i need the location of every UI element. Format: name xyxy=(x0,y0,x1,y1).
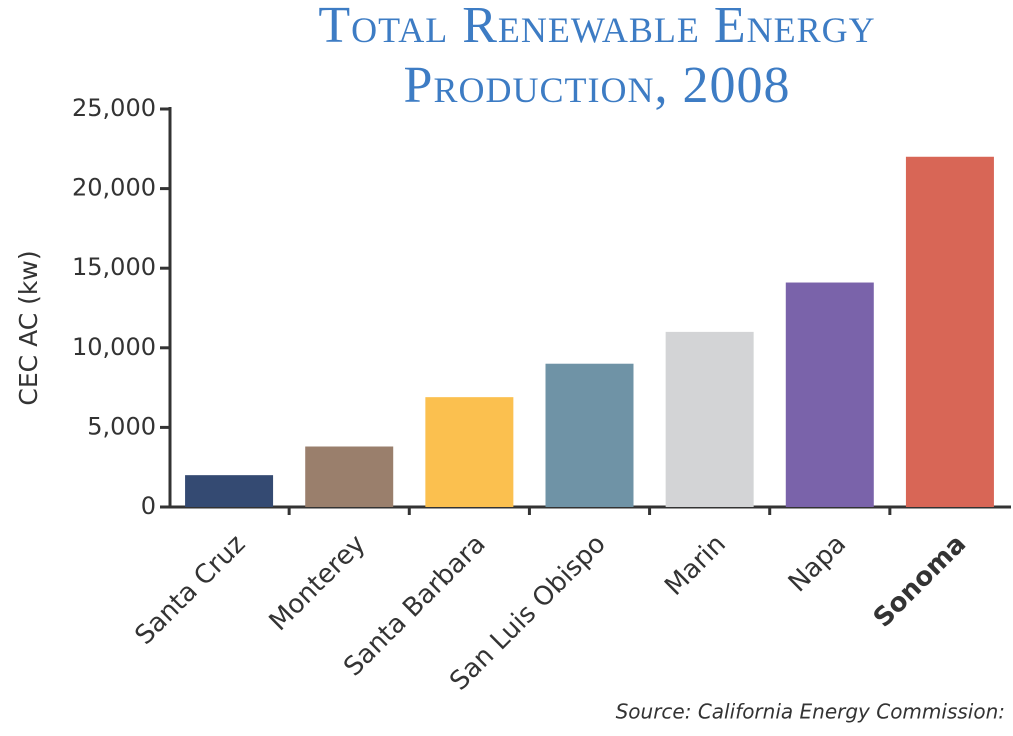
bar xyxy=(905,156,994,507)
bar xyxy=(785,282,874,507)
bar xyxy=(305,446,394,507)
y-tick-label: 10,000 xyxy=(72,333,156,361)
chart-title: Production, 2008 xyxy=(404,57,791,114)
bar xyxy=(665,331,754,507)
y-tick-label: 5,000 xyxy=(87,412,156,440)
x-tick-label: Napa xyxy=(783,529,852,598)
bar xyxy=(185,475,274,507)
y-axis-label: CEC AC (kw) xyxy=(14,250,43,405)
bar xyxy=(545,363,634,507)
chart-title: Total Renewable Energy xyxy=(318,0,875,54)
bar xyxy=(425,397,514,507)
y-tick-label: 0 xyxy=(141,492,156,520)
x-tick-label: Monterey xyxy=(264,529,372,637)
x-tick-label: Marin xyxy=(659,529,732,602)
y-tick-label: 20,000 xyxy=(72,174,156,202)
source: Source: California Energy Commission: xyxy=(616,700,1005,724)
y-tick-label: 25,000 xyxy=(72,94,156,122)
y-tick-label: 15,000 xyxy=(72,253,156,281)
x-tick-label: Sonoma xyxy=(868,529,972,633)
x-tick-label: Santa Cruz xyxy=(130,529,252,651)
